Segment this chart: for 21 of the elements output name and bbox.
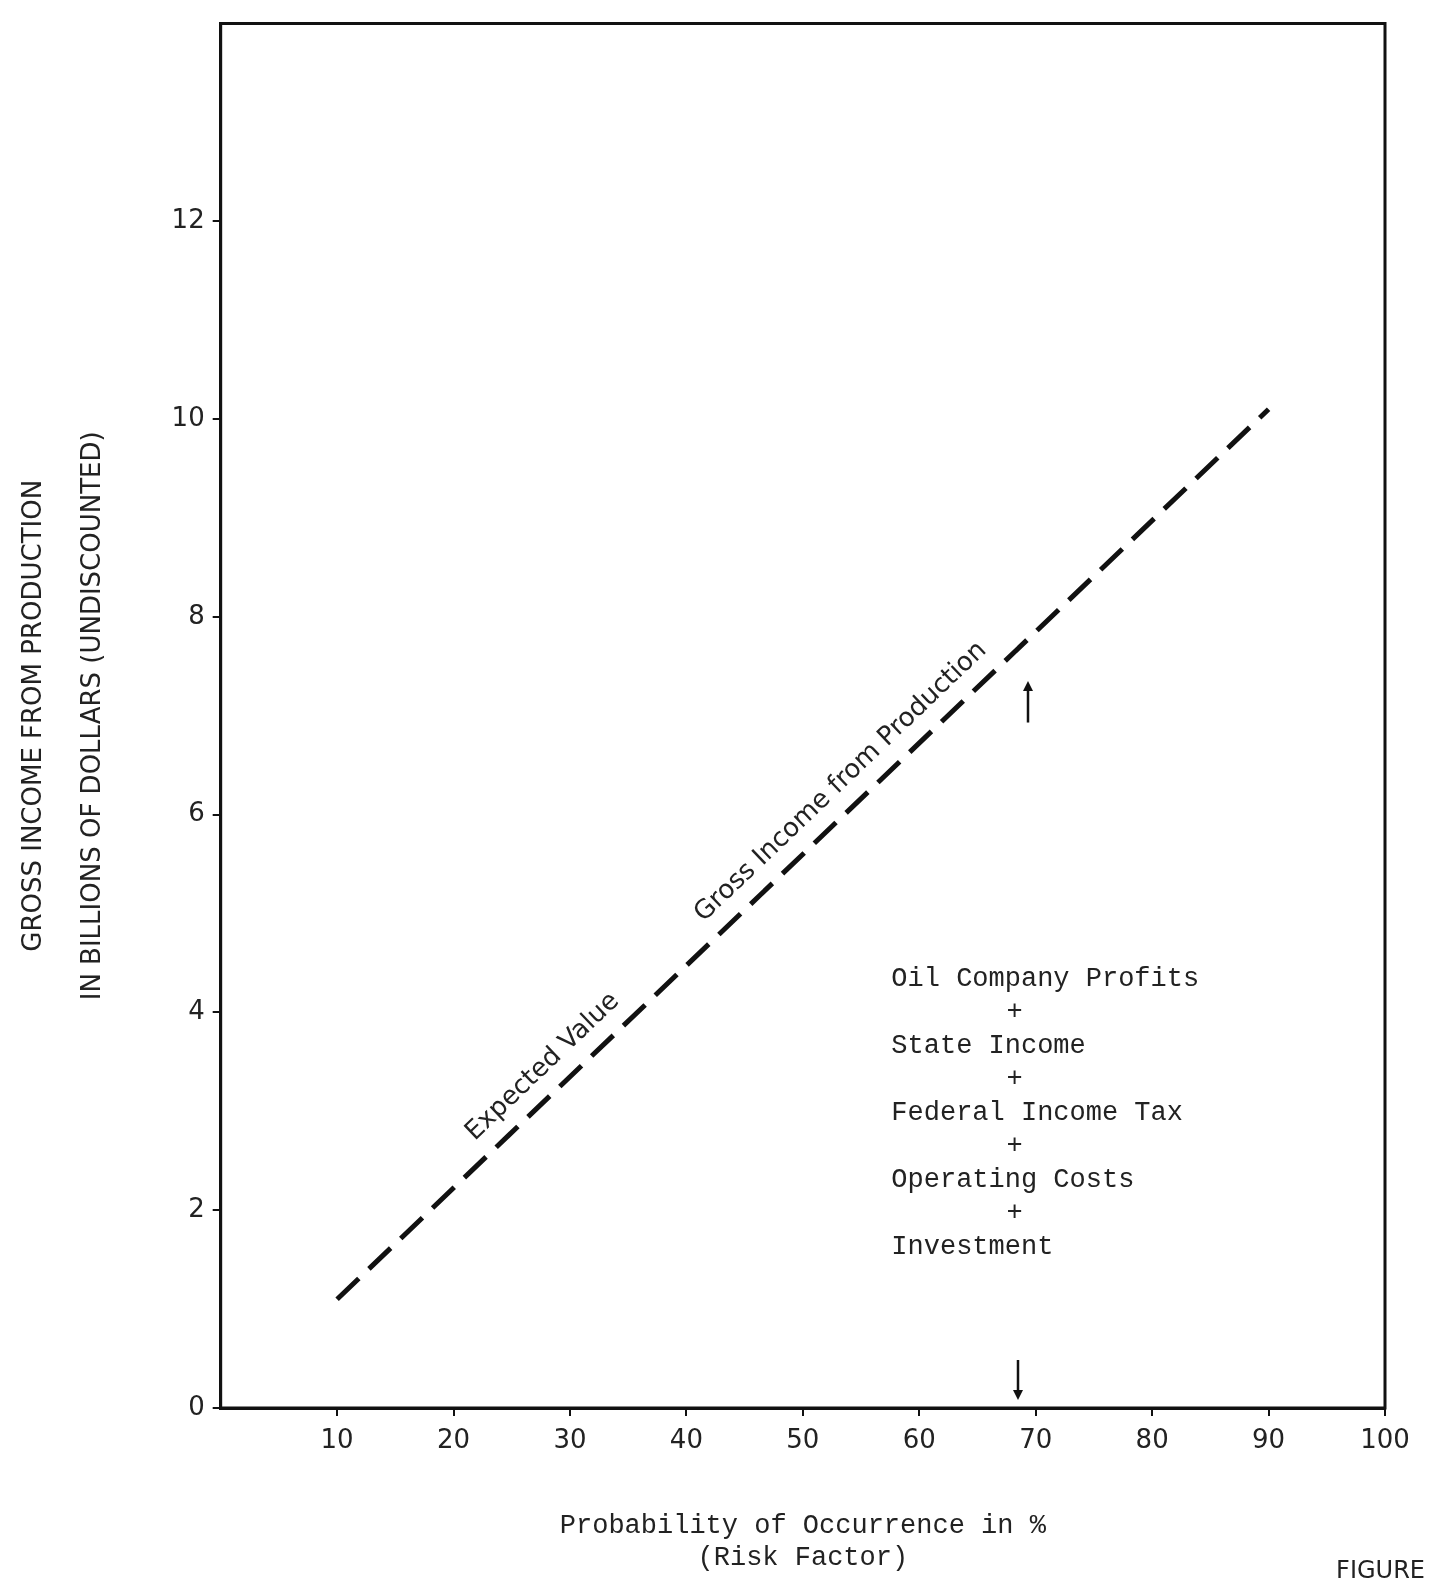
x-tick-label: 30 — [553, 1424, 587, 1455]
text: Oil Company Profits + State Income + Federal Income Tax + Operating Costs + Investment — [891, 963, 1200, 1262]
y-axis-title: GROSS INCOME FROM PRODUCTION IN BILLIONS OF DOLLARS (UNDISCOUNTED) — [16, 431, 107, 1001]
x-tick-label: 70 — [1019, 1424, 1053, 1455]
x-tick-label: 80 — [1135, 1424, 1169, 1455]
y-tick-label: 8 — [188, 599, 205, 630]
y-tick-label: 2 — [188, 1192, 205, 1223]
y-tick-label: 0 — [188, 1390, 205, 1421]
x-tick-label: 100 — [1360, 1424, 1410, 1455]
text: FIGURE — [1336, 1556, 1425, 1585]
x-tick-label: 40 — [669, 1424, 703, 1455]
y-tick-label: 10 — [171, 401, 205, 432]
x-axis-title: Probability of Occurrence in % (Risk Factor) — [559, 1510, 1047, 1573]
y-tick-label: 12 — [171, 204, 205, 235]
x-tick-label: 60 — [902, 1424, 936, 1455]
y-tick-label: 4 — [188, 995, 205, 1026]
x-tick-label: 50 — [786, 1424, 820, 1455]
x-tick-label: 90 — [1252, 1424, 1286, 1455]
x-tick-label: 10 — [320, 1424, 354, 1455]
y-tick-label: 6 — [188, 797, 205, 828]
x-tick-label: 20 — [437, 1424, 471, 1455]
